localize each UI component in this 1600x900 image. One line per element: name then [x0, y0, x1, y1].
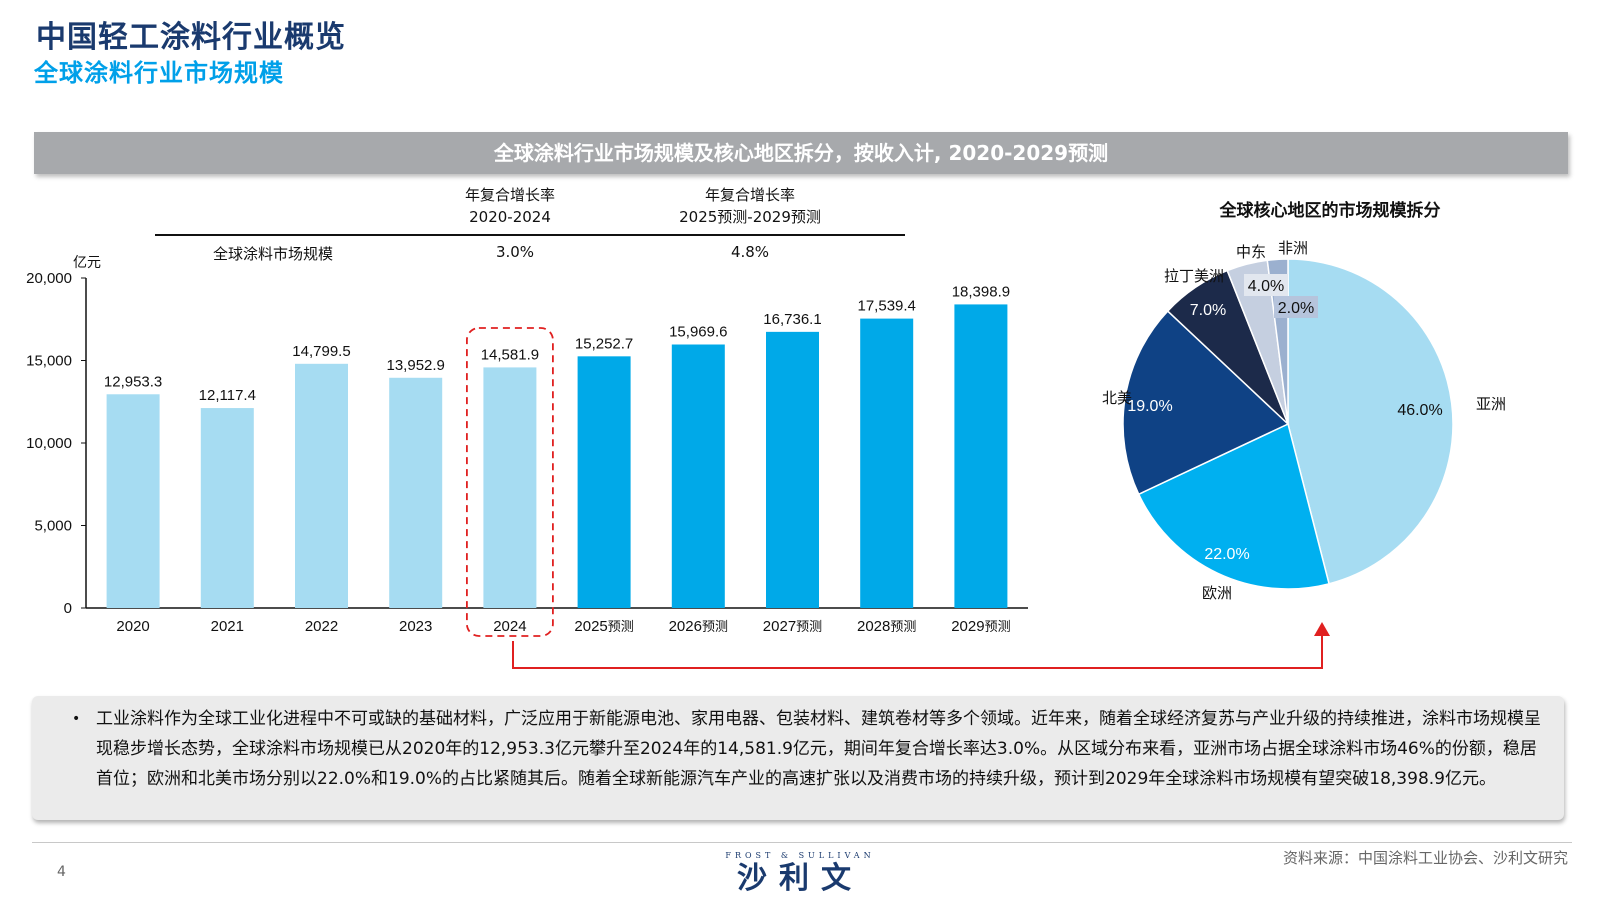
- bar: [766, 331, 819, 608]
- x-tick-label: 2029预测: [951, 618, 1010, 635]
- bar: [200, 408, 254, 608]
- y-tick-label: 20,000: [26, 270, 72, 287]
- pie-category-label: 欧洲: [1202, 585, 1232, 602]
- bar-value-label: 12,953.3: [104, 373, 162, 390]
- bullet-icon: •: [72, 711, 81, 727]
- cagr-header-2: 年复合增长率 2025预测-2029预测: [650, 184, 850, 228]
- y-tick-label: 0: [64, 600, 72, 617]
- pie-category-label: 亚洲: [1476, 396, 1506, 413]
- page-number: 4: [57, 864, 66, 880]
- pie-percent-label: 7.0%: [1190, 302, 1226, 319]
- x-tick-label: 2025预测: [574, 618, 633, 635]
- pie-category-label: 非洲: [1278, 240, 1308, 257]
- pie-percent-label: 2.0%: [1278, 300, 1314, 317]
- bar: [389, 377, 443, 608]
- highlight-box: [465, 327, 554, 637]
- page-subtitle: 全球涂料行业市场规模: [34, 59, 284, 87]
- bar: [860, 318, 914, 608]
- pie-category-label: 拉丁美洲: [1164, 268, 1224, 285]
- y-tick-label: 10,000: [26, 435, 72, 452]
- page-title: 中国轻工涂料行业概览: [36, 20, 346, 55]
- pie-chart: 46.0% 亚洲 22.0% 欧洲 19.0%北美 7.0% 拉丁美洲 4.0% 中东 2.0% 非…: [1102, 240, 1506, 602]
- pie-slice: [1287, 258, 1454, 585]
- chart-banner: 全球涂料行业市场规模及核心地区拆分，按收入计, 2020-2029预测: [34, 132, 1568, 174]
- bar-value-label: 17,539.4: [858, 298, 916, 315]
- logo-chinese: 沙利文: [737, 861, 863, 896]
- x-tick-label: 2022: [305, 618, 338, 635]
- bar: [106, 394, 160, 608]
- cagr-divider: [155, 234, 905, 236]
- bar: [295, 363, 348, 608]
- cagr-header-2-line1: 年复合增长率: [704, 186, 795, 204]
- cagr-header-1-line2: 2020-2024: [469, 208, 551, 226]
- y-tick-label: 5,000: [34, 518, 72, 535]
- cagr-header-2-line2: 2025预测-2029预测: [679, 208, 821, 226]
- cagr-row-label: 全球涂料市场规模: [213, 245, 334, 263]
- bar-value-label: 15,969.6: [669, 324, 727, 341]
- cagr-header-1: 年复合增长率 2020-2024: [420, 184, 600, 228]
- x-tick-label: 2027预测: [763, 618, 822, 635]
- bar-value-label: 15,252.7: [575, 335, 633, 352]
- bar-value-label: 14,581.9: [481, 346, 539, 363]
- cagr-value-1: 3.0%: [495, 243, 535, 261]
- x-tick-label: 2023: [399, 618, 432, 635]
- x-tick-label: 2021: [211, 618, 244, 635]
- x-tick-label: 2026预测: [669, 618, 728, 635]
- description-box: • 工业涂料作为全球工业化进程中不可或缺的基础材料，广泛应用于新能源电池、家用电…: [32, 696, 1564, 820]
- bar-chart: 0 5,000 10,000 15,000 20,000 12,953.3 2020 12,1…: [26, 270, 1028, 637]
- y-axis-unit: 亿元: [73, 255, 101, 271]
- cagr-header-1-line1: 年复合增长率: [464, 186, 555, 204]
- pie-label-bg: [1274, 296, 1318, 318]
- bar-value-label: 14,799.5: [292, 343, 350, 360]
- bar-value-label: 18,398.9: [952, 283, 1010, 300]
- description-text: 工业涂料作为全球工业化进程中不可或缺的基础材料，广泛应用于新能源电池、家用电器、…: [96, 709, 1541, 789]
- x-tick-label: 2028预测: [857, 618, 916, 635]
- x-tick-label: 2020: [116, 618, 149, 635]
- pie-category-label: 中东: [1236, 244, 1266, 261]
- pie-percent-label: 19.0%: [1127, 398, 1172, 415]
- bar: [954, 304, 1008, 608]
- bar: [577, 356, 631, 608]
- logo-wordmark: FROST & SULLIVAN: [725, 851, 875, 860]
- bar: [671, 344, 725, 608]
- pie-title: 全球核心地区的市场规模拆分: [1219, 201, 1441, 221]
- pie-percent-label: 22.0%: [1204, 546, 1249, 563]
- cagr-value-2: 4.8%: [730, 243, 770, 261]
- bar: [483, 367, 537, 608]
- bar-value-label: 13,952.9: [387, 357, 445, 374]
- bar-value-label: 16,736.1: [763, 311, 821, 328]
- pie-slice: [1122, 309, 1290, 496]
- pie-category-label: 北美: [1102, 390, 1132, 407]
- bar-value-label: 12,117.4: [199, 387, 256, 404]
- pie-percent-label: 4.0%: [1248, 278, 1284, 295]
- footer-divider: [32, 842, 1572, 843]
- pie-label-bg: [1244, 274, 1288, 296]
- pie-slice: [1137, 422, 1330, 590]
- source-note: 资料来源：中国涂料工业协会、沙利文研究: [1282, 849, 1568, 867]
- pie-percent-label: 46.0%: [1397, 402, 1442, 419]
- x-tick-label: 2024: [493, 618, 526, 635]
- y-tick-label: 15,000: [26, 353, 72, 370]
